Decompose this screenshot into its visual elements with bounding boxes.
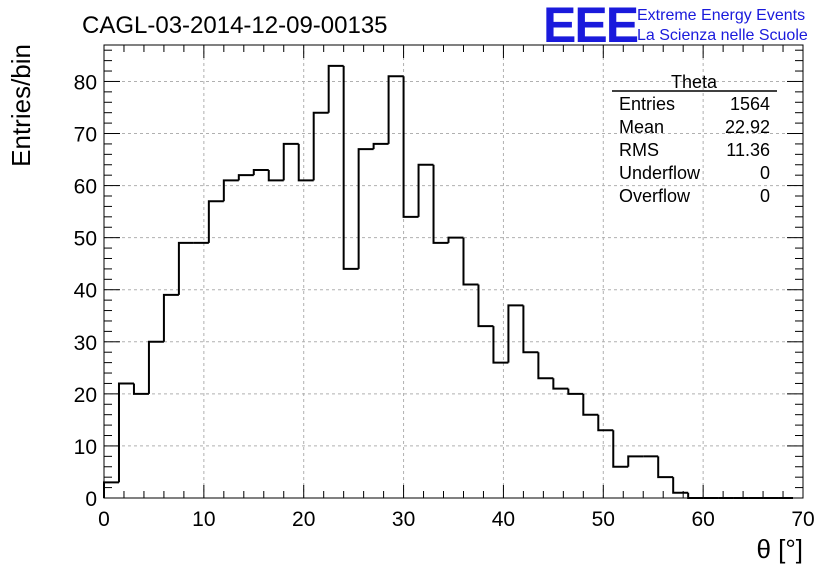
histogram-bin [387, 75, 404, 144]
histogram-bin [492, 326, 509, 364]
histogram-bin [132, 383, 149, 395]
histogram-bin [432, 164, 449, 244]
stats-title: Theta [671, 72, 718, 92]
histogram-bin [357, 148, 374, 269]
x-tick-label: 60 [691, 508, 714, 531]
x-axis-label: θ [°] [756, 534, 803, 564]
stats-row-value: 1564 [730, 94, 770, 114]
stats-row-label: Entries [619, 94, 675, 114]
x-tick-label: 20 [292, 508, 315, 531]
logo-line-1: Extreme Energy Events [637, 7, 805, 24]
histogram-bin [657, 456, 674, 479]
histogram-bin [402, 76, 419, 218]
x-tick-label: 0 [98, 508, 110, 531]
x-tick-label: 10 [192, 508, 215, 531]
histogram-bin [222, 179, 239, 202]
histogram-bin [282, 142, 299, 181]
histogram-bin [117, 382, 134, 483]
x-tick-label: 40 [492, 508, 515, 531]
histogram-bin [312, 111, 329, 181]
histogram-bin [162, 293, 179, 342]
histogram-bin [462, 237, 479, 286]
stats-row-value: 11.36 [726, 140, 770, 160]
y-axis-label: Entries/bin [6, 44, 36, 167]
x-tick-label: 50 [592, 508, 615, 531]
histogram-bin [687, 492, 704, 499]
histogram-bin [207, 200, 224, 243]
stats-box: Theta Entries 1564 Mean 22.92 RMS 11.36 Underf… [612, 72, 777, 206]
stats-row-label: Mean [619, 117, 664, 137]
stats-row-value: 0 [760, 163, 770, 183]
y-tick-labels: 0 10 20 30 40 50 60 70 80 [74, 71, 97, 511]
histogram-bin [537, 352, 554, 380]
histogram-bin [342, 65, 359, 270]
grid-lines [104, 45, 803, 498]
histogram-bin [612, 430, 629, 468]
histogram-bin [552, 378, 569, 390]
histogram-bin [597, 414, 614, 432]
y-tick-label: 20 [74, 384, 97, 407]
y-tick-label: 50 [74, 228, 97, 251]
histogram-bin [522, 305, 539, 354]
eee-logo: EEE Extreme Energy Events La Scienza nel… [543, 0, 808, 53]
histogram-bin [447, 236, 464, 243]
stats-row-value: 22.92 [725, 117, 770, 137]
x-tick-label: 30 [392, 508, 415, 531]
y-tick-label: 0 [85, 488, 97, 511]
y-tick-label: 80 [74, 71, 97, 94]
x-tick-labels: 0 10 20 30 40 50 60 70 [98, 508, 815, 531]
histogram-bin [507, 304, 524, 363]
y-tick-label: 40 [74, 280, 97, 303]
histogram-bin [567, 388, 584, 395]
histogram-bin [252, 168, 269, 176]
histogram-bin [177, 241, 194, 295]
histogram-bin [627, 455, 644, 467]
histogram-bin [477, 284, 494, 328]
stats-row-label: Underflow [619, 163, 701, 183]
histogram-bin [297, 143, 314, 182]
stats-rows: Entries 1564 Mean 22.92 RMS 11.36 Underflow 0 Ov… [619, 94, 770, 206]
histogram-bin [417, 163, 434, 217]
x-tick-label: 70 [791, 508, 814, 531]
logo-mark: EEE [543, 0, 638, 53]
histogram-bin [327, 64, 344, 113]
plot-frame [103, 44, 804, 499]
stats-row-label: RMS [619, 140, 659, 160]
y-tick-label: 30 [74, 332, 97, 355]
histogram-bin [372, 142, 389, 150]
y-tick-label: 70 [74, 124, 97, 147]
histogram-bin [267, 169, 284, 182]
histogram-bin [147, 340, 164, 394]
histogram-bin [103, 481, 119, 498]
logo-line-2: La Scienza nelle Scuole [637, 27, 808, 44]
histogram-bin [672, 477, 689, 494]
histogram-bin [237, 174, 254, 181]
y-tick-label: 60 [74, 176, 97, 199]
histogram-bin [582, 393, 599, 416]
chart-title: CAGL-03-2014-12-09-00135 [82, 12, 388, 39]
histogram-bins [103, 64, 794, 499]
axis-ticks [103, 45, 804, 499]
stats-row-label: Overflow [619, 186, 691, 206]
stats-row-value: 0 [760, 186, 770, 206]
y-tick-label: 10 [74, 436, 97, 459]
